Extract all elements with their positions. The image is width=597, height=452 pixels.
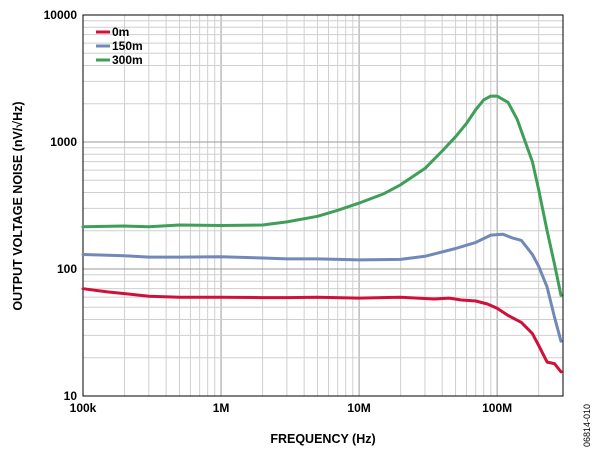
legend-label-0m: 0m — [112, 25, 129, 39]
series-lines — [81, 94, 563, 374]
x-tick-label: 100k — [70, 401, 97, 415]
y-tick-label: 100 — [57, 262, 77, 276]
y-tick-label: 10 — [64, 389, 78, 403]
legend-label-150m: 150m — [112, 39, 143, 53]
series-line-300m — [81, 94, 563, 297]
plot-frame — [82, 14, 564, 397]
x-tick-label: 100M — [482, 401, 512, 415]
legend-label-300m: 300m — [112, 53, 143, 67]
x-tick-label: 1M — [213, 401, 230, 415]
x-tick-label: 10M — [347, 401, 370, 415]
y-tick-label: 1000 — [50, 135, 77, 149]
x-axis-title: FREQUENCY (Hz) — [270, 432, 375, 446]
y-tick-label: 10000 — [44, 8, 78, 22]
y-axis-title: OUTPUT VOLTAGE NOISE (nV/√Hz) — [11, 101, 25, 310]
grid-lines — [83, 15, 563, 396]
figure-id: 06814-010 — [582, 404, 592, 447]
series-line-0m — [81, 287, 563, 374]
series-line-150m — [81, 232, 563, 343]
tick-labels: 100k 1M 10M 100M 10 100 1000 10000 — [44, 8, 513, 415]
